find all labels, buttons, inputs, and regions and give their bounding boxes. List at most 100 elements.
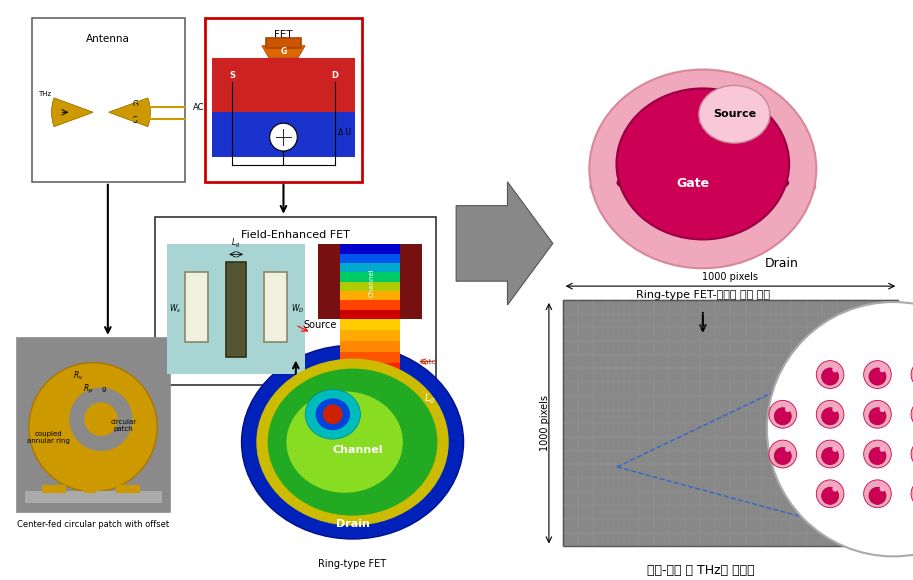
Bar <box>155 216 436 386</box>
Ellipse shape <box>305 389 361 439</box>
Circle shape <box>879 446 886 452</box>
Ellipse shape <box>616 88 789 240</box>
Wedge shape <box>52 98 93 126</box>
Wedge shape <box>52 98 93 126</box>
Text: $W_s$: $W_s$ <box>169 303 181 316</box>
Circle shape <box>323 404 342 424</box>
Circle shape <box>864 361 891 389</box>
Bar <box>340 310 400 319</box>
Circle shape <box>864 440 891 468</box>
Bar <box>266 38 301 48</box>
Circle shape <box>833 407 838 412</box>
Bar <box>213 78 354 157</box>
Circle shape <box>29 362 157 492</box>
Text: Drain: Drain <box>765 257 799 270</box>
Ellipse shape <box>698 85 770 143</box>
Text: $L_g$: $L_g$ <box>231 237 241 251</box>
Text: Source: Source <box>713 109 756 119</box>
Bar <box>17 338 170 512</box>
Bar <box>184 272 208 342</box>
Circle shape <box>816 480 844 508</box>
Text: D: D <box>331 71 339 80</box>
Text: Source: Source <box>303 320 337 330</box>
Circle shape <box>822 408 839 425</box>
Circle shape <box>816 400 844 428</box>
Polygon shape <box>456 182 553 305</box>
Bar <box>167 244 305 374</box>
Text: $W_D$: $W_D$ <box>290 303 304 316</box>
Circle shape <box>774 447 792 465</box>
Ellipse shape <box>616 167 789 199</box>
Text: FET: FET <box>274 30 293 40</box>
Circle shape <box>816 361 844 389</box>
Bar <box>562 300 898 546</box>
Bar <box>226 262 246 357</box>
Circle shape <box>864 480 891 508</box>
Bar <box>340 263 400 273</box>
Bar <box>116 485 141 493</box>
Circle shape <box>833 367 838 372</box>
Text: S: S <box>229 71 236 80</box>
Circle shape <box>833 446 838 452</box>
Bar <box>25 491 163 503</box>
Bar <box>340 330 400 341</box>
Text: 1000 pixels: 1000 pixels <box>540 395 550 451</box>
Text: coupled
annular ring: coupled annular ring <box>27 430 70 444</box>
Bar <box>340 341 400 351</box>
Circle shape <box>769 440 796 468</box>
Text: g: g <box>101 386 106 393</box>
Circle shape <box>822 447 839 465</box>
Text: $L_g$: $L_g$ <box>424 391 436 405</box>
Bar <box>264 272 288 342</box>
Text: Channel: Channel <box>332 445 383 455</box>
Bar <box>340 244 400 253</box>
Text: G: G <box>132 100 139 109</box>
Wedge shape <box>109 98 151 126</box>
Bar <box>400 244 422 319</box>
Text: Antenna: Antenna <box>87 34 131 44</box>
Text: AC: AC <box>193 103 205 112</box>
Bar <box>340 319 400 330</box>
Circle shape <box>785 446 791 452</box>
Text: Gate: Gate <box>677 177 709 190</box>
Ellipse shape <box>287 392 403 493</box>
Circle shape <box>869 408 886 425</box>
Text: 1000 pixels: 1000 pixels <box>702 272 759 282</box>
Circle shape <box>84 403 118 436</box>
Text: Field-Enhanced FET: Field-Enhanced FET <box>241 230 351 241</box>
Bar <box>340 362 400 374</box>
Circle shape <box>879 367 886 372</box>
Ellipse shape <box>268 369 437 516</box>
Circle shape <box>911 361 913 389</box>
Circle shape <box>833 486 838 492</box>
Text: Center-fed circular patch with offset: Center-fed circular patch with offset <box>17 520 170 528</box>
Bar <box>340 282 400 291</box>
Text: THz: THz <box>37 92 51 97</box>
Polygon shape <box>262 46 305 57</box>
Text: S: S <box>132 116 137 125</box>
Ellipse shape <box>698 113 770 130</box>
Text: Ring-type FET-안테나 융합 소자: Ring-type FET-안테나 융합 소자 <box>635 290 770 300</box>
Text: $R_v$: $R_v$ <box>73 369 83 382</box>
Text: Gate: Gate <box>420 358 436 365</box>
Circle shape <box>869 447 886 465</box>
Circle shape <box>69 387 132 451</box>
Circle shape <box>869 487 886 505</box>
Text: Channel: Channel <box>368 268 374 296</box>
Ellipse shape <box>316 398 350 430</box>
Circle shape <box>911 440 913 468</box>
Bar <box>340 291 400 300</box>
Ellipse shape <box>242 345 464 539</box>
Ellipse shape <box>590 70 816 268</box>
Circle shape <box>269 123 298 151</box>
Circle shape <box>767 302 913 556</box>
Bar <box>340 351 400 362</box>
Bar <box>84 485 96 493</box>
Circle shape <box>816 440 844 468</box>
Bar <box>340 273 400 282</box>
Circle shape <box>785 407 791 412</box>
Text: 메가-픽셀 급 THz파 검출기: 메가-픽셀 급 THz파 검출기 <box>647 564 755 577</box>
Circle shape <box>822 368 839 385</box>
Circle shape <box>869 368 886 385</box>
Bar <box>340 300 400 310</box>
